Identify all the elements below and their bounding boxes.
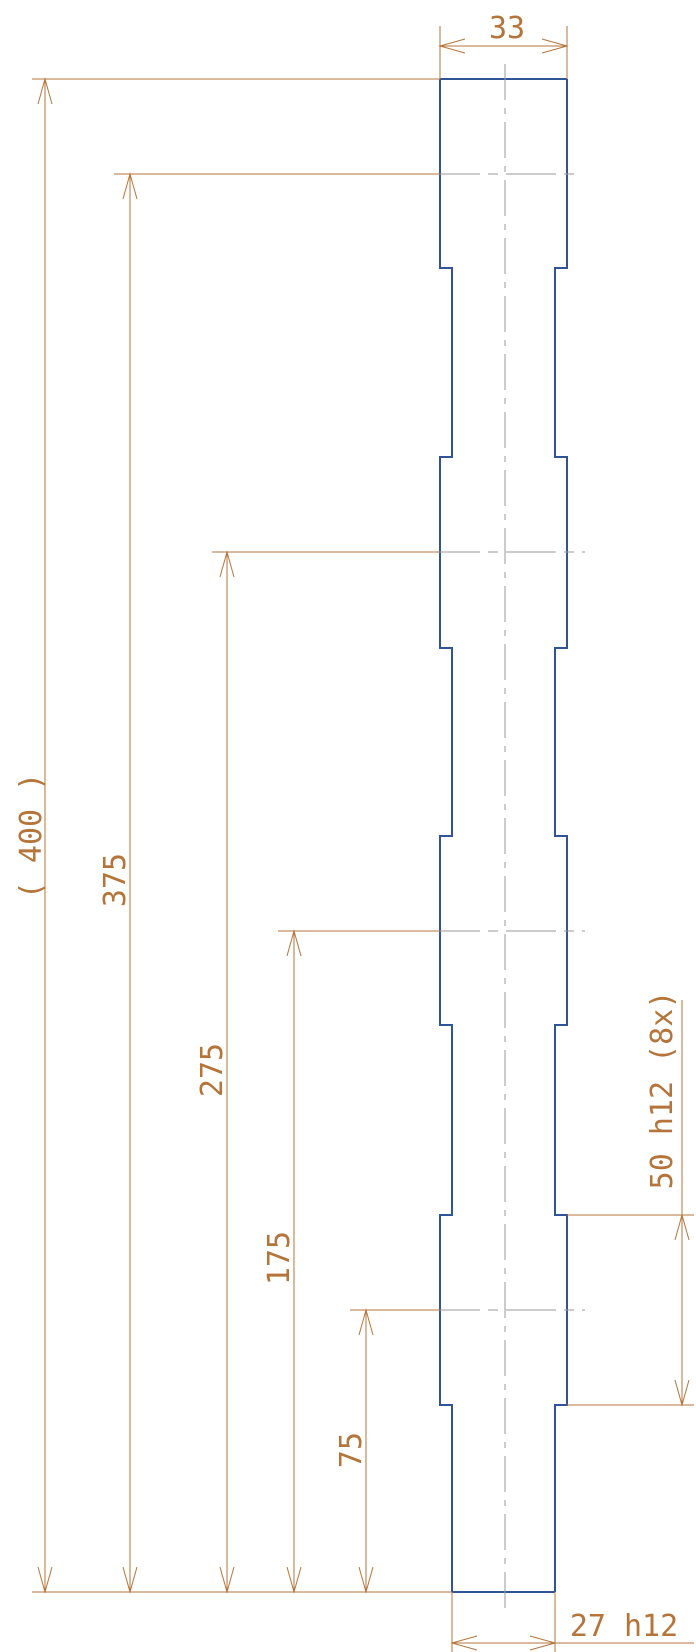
label-dim-175: 175 [262, 1231, 297, 1285]
arrow-375-bottom [122, 1566, 138, 1594]
centerlines [430, 64, 585, 1608]
dimension-lines [37, 38, 690, 1651]
arrow-top-width-left [438, 38, 466, 54]
arrow-375-top [122, 172, 138, 200]
shaft-outline [439, 78, 568, 1593]
arrow-75-top [358, 1308, 374, 1336]
arrow-top-width-right [541, 38, 569, 54]
arrow-175-bottom [286, 1566, 302, 1594]
label-bottom-width: 27 h12 [570, 1609, 678, 1644]
label-overall-length: ( 400 ) [14, 773, 49, 899]
arrow-groove-top [674, 1213, 690, 1241]
label-dim-75: 75 [334, 1432, 369, 1468]
arrow-400-bottom [37, 1566, 53, 1594]
shaft-left-edge [439, 79, 453, 1592]
label-top-width: 33 [489, 11, 525, 46]
dimension-labels: 33 ( 400 ) 375 275 175 75 50 h12 (8x) 27… [14, 11, 680, 1644]
extension-lines [32, 26, 694, 1652]
arrow-groove-bottom [674, 1379, 690, 1407]
shaft-right-edge [554, 79, 568, 1592]
arrow-175-top [286, 929, 302, 957]
label-groove-spacing: 50 h12 (8x) [645, 991, 680, 1190]
arrow-275-bottom [219, 1566, 235, 1594]
arrow-275-top [219, 550, 235, 578]
arrow-75-bottom [358, 1566, 374, 1594]
label-dim-375: 375 [98, 853, 133, 907]
arrow-bottom-width-right [529, 1635, 557, 1651]
label-dim-275: 275 [195, 1043, 230, 1097]
arrow-400-top [37, 77, 53, 105]
arrow-bottom-width-left [450, 1635, 478, 1651]
